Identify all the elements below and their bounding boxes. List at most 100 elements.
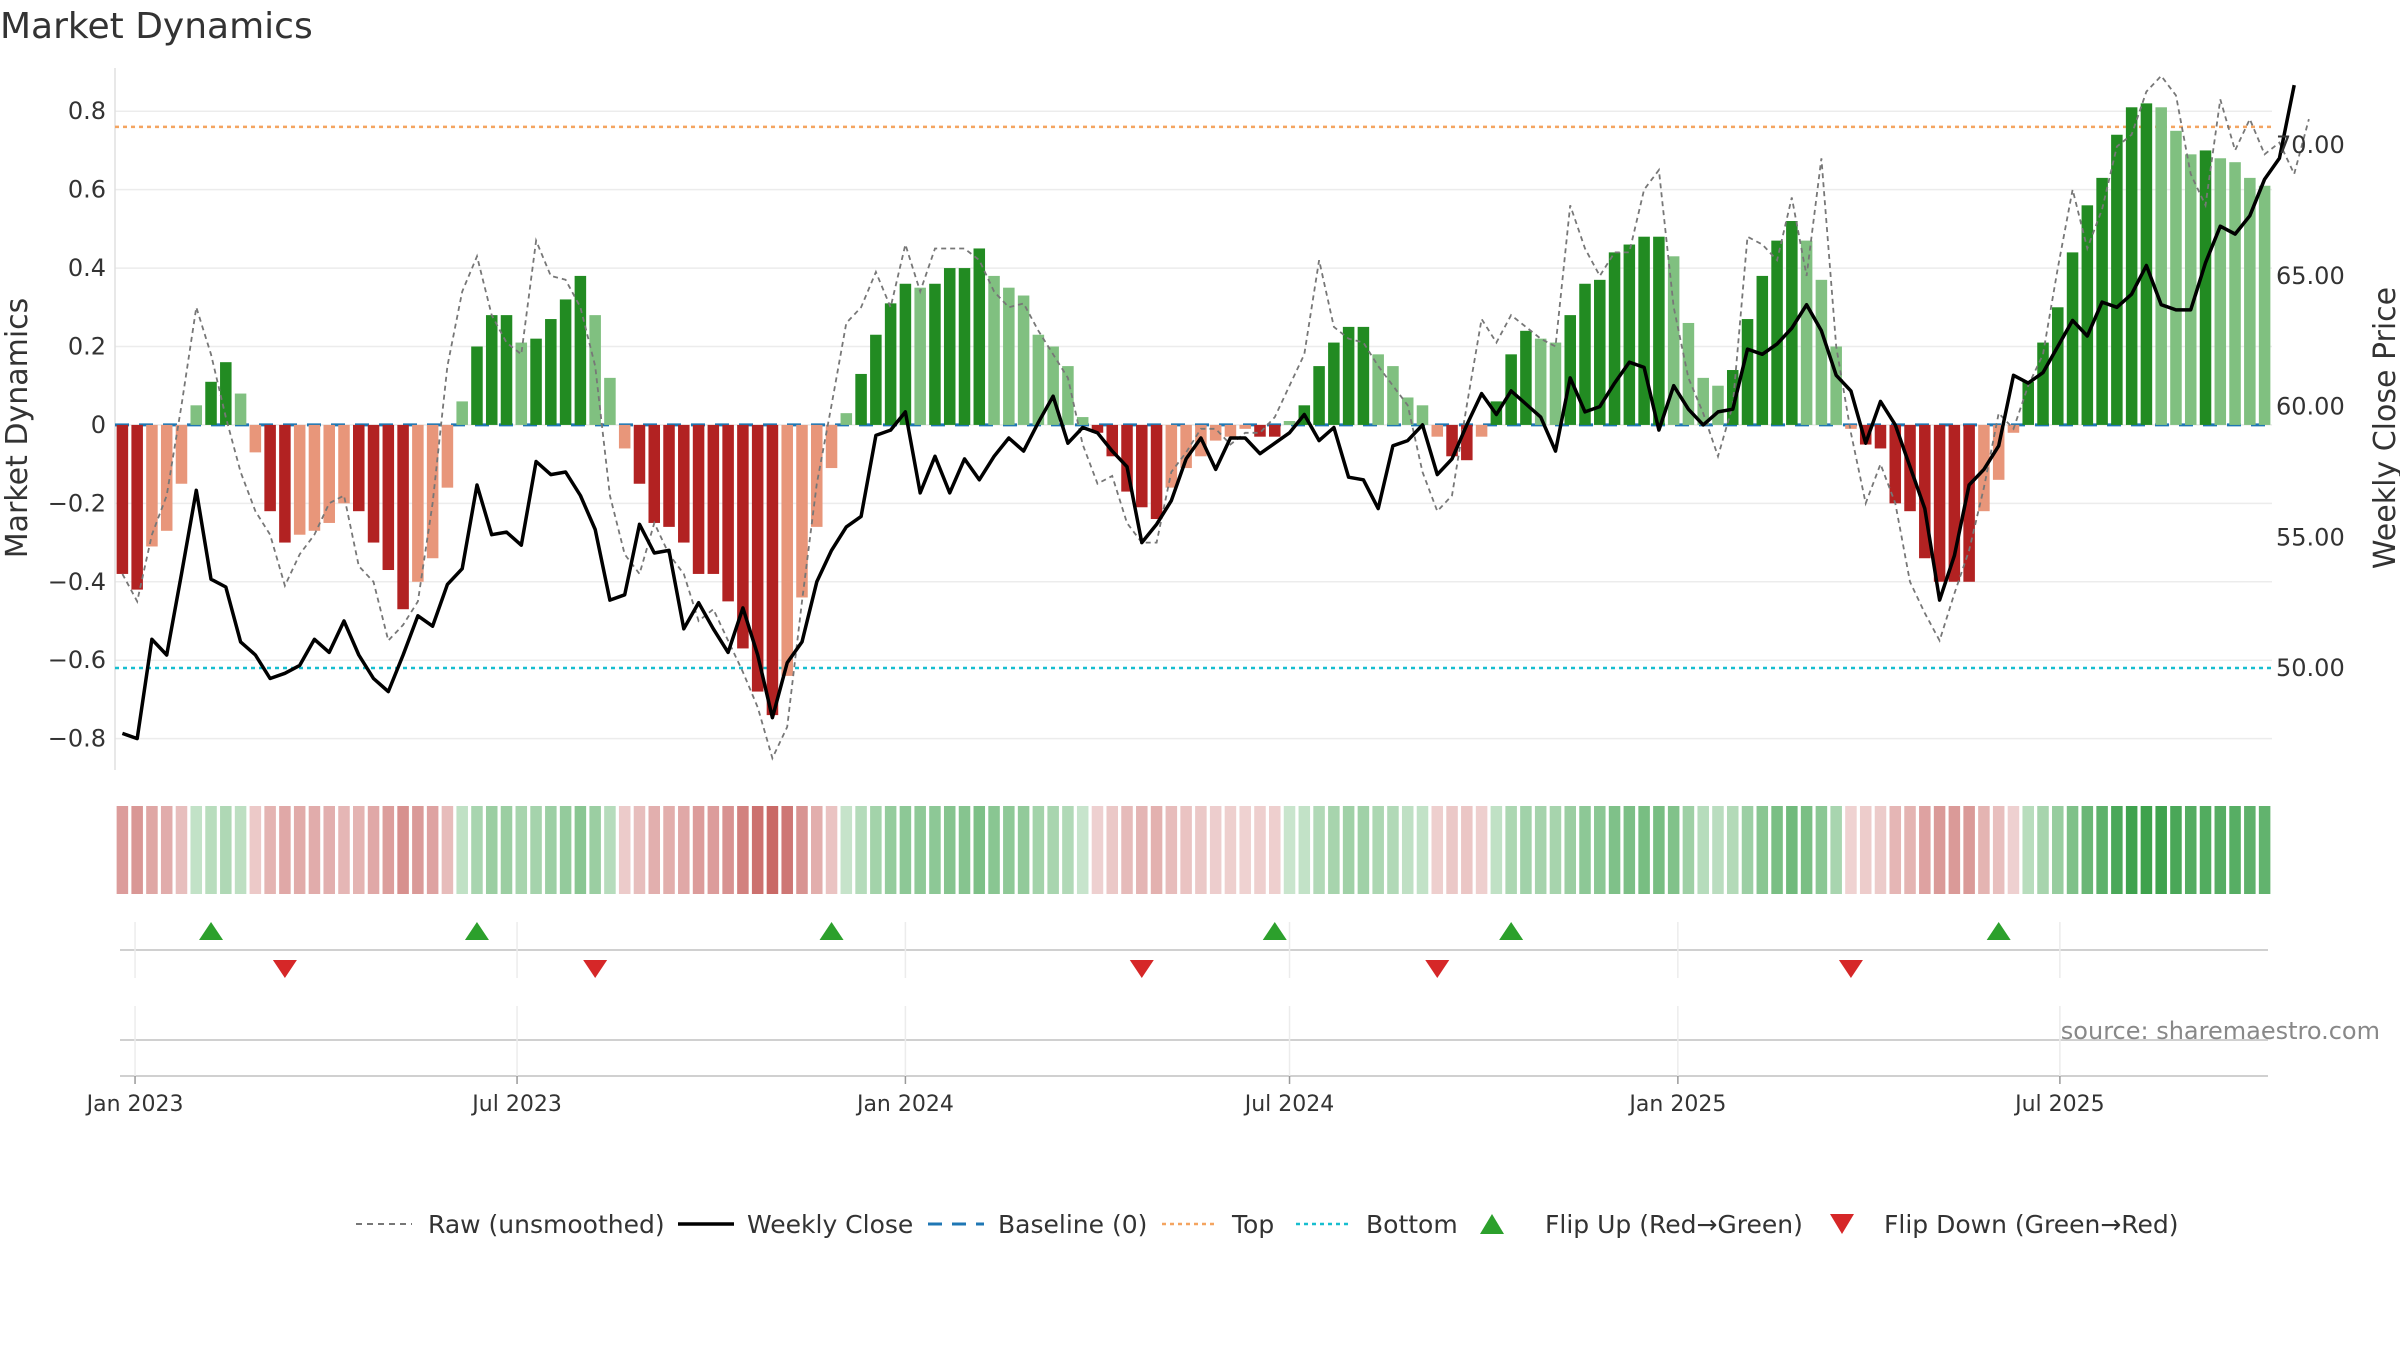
bar [1136, 424, 1148, 508]
flip-down-icon [1830, 1214, 1854, 1234]
y-tick-label: 0.2 [68, 332, 106, 360]
bar [1165, 424, 1178, 488]
heat-cell [545, 806, 557, 894]
heat-cell [116, 806, 129, 894]
heat-cell [1726, 806, 1739, 894]
heat-cell [633, 806, 646, 894]
heat-cell [589, 806, 601, 894]
reference-lines [115, 125, 2272, 670]
bar [1638, 236, 1650, 425]
bar [1313, 366, 1325, 425]
bar [914, 287, 926, 425]
heat-cell [855, 806, 867, 894]
heat-cell [618, 806, 631, 894]
bar [175, 424, 188, 484]
x-axis-ticks: Jan 2023 Jul 2023 Jan 2024 Jul 2024 Jan 2025… [85, 1092, 2105, 1117]
bar [2258, 185, 2271, 425]
bar [811, 424, 823, 527]
bar [456, 401, 468, 425]
bar [1830, 346, 1842, 425]
heat-cell [1682, 806, 1695, 894]
heat-cell [338, 806, 350, 894]
bar [1342, 326, 1355, 425]
bar [1608, 252, 1621, 425]
heat-cell [2244, 806, 2256, 894]
bar [205, 381, 217, 425]
bar [2199, 150, 2212, 425]
bar [618, 424, 631, 449]
heat-cell [2111, 806, 2123, 894]
flip-panel [120, 922, 2268, 978]
heat-cell [1490, 806, 1503, 894]
heat-cell [1165, 806, 1178, 894]
heat-cell [884, 806, 897, 894]
bar [1579, 283, 1591, 425]
heat-cell [131, 806, 143, 894]
bar [397, 424, 409, 610]
bar [1564, 315, 1576, 425]
y-tick-label: 0 [91, 411, 106, 439]
heat-cell [604, 806, 616, 894]
y2-tick-label: 50.00 [2276, 654, 2345, 682]
bar [1461, 424, 1473, 461]
bar [2111, 134, 2123, 425]
bar [1771, 240, 1783, 425]
heat-cell [1904, 806, 1916, 894]
x-tick-label: Jan 2024 [855, 1092, 954, 1117]
heat-cell [1195, 806, 1207, 894]
bar [1800, 240, 1813, 425]
bar [1933, 424, 1946, 582]
bar [515, 342, 528, 425]
bar [412, 424, 424, 582]
bar [1963, 424, 1975, 582]
heat-cell [1534, 806, 1547, 894]
heat-cell [1859, 806, 1872, 894]
heat-cell [175, 806, 188, 894]
y2-axis-ticks: 50.00 55.00 60.00 65.00 70.00 [2276, 131, 2345, 682]
flip-down-marker [1129, 960, 1154, 978]
heat-cell [840, 806, 853, 894]
heat-cell [1003, 806, 1015, 894]
heat-cell [1992, 806, 2005, 894]
legend-label-bottom: Bottom [1366, 1210, 1458, 1239]
legend-label-raw: Raw (unsmoothed) [428, 1210, 665, 1239]
heat-cell [1933, 806, 1946, 894]
bottom-grid [134, 1006, 2061, 1084]
bar [1106, 424, 1119, 457]
heat-cell [781, 806, 793, 894]
heat-cell [1948, 806, 1961, 894]
heat-cell [2022, 806, 2034, 894]
bar [131, 424, 143, 590]
heat-cell [1712, 806, 1724, 894]
heat-cell [1461, 806, 1473, 894]
bar [1062, 366, 1074, 425]
bar [1017, 295, 1030, 425]
y2-tick-label: 65.00 [2276, 262, 2345, 290]
heat-cell [2229, 806, 2241, 894]
bar [1741, 319, 1754, 425]
y-tick-label: 0.6 [68, 176, 106, 204]
legend-label-close: Weekly Close [747, 1210, 913, 1239]
heat-cell [1520, 806, 1532, 894]
heat-cell [190, 806, 203, 894]
heat-cell [929, 806, 941, 894]
flip-markers [199, 922, 2011, 978]
bar [367, 424, 380, 543]
bar [559, 299, 572, 425]
legend-label-flip-down: Flip Down (Green→Red) [1884, 1210, 2179, 1239]
x-tick-label: Jan 2025 [1627, 1092, 1726, 1117]
bar [692, 424, 705, 574]
heat-cell [1180, 806, 1192, 894]
bar [1180, 424, 1192, 469]
heat-cell [1047, 806, 1059, 894]
bar [958, 268, 971, 425]
bar [279, 424, 291, 543]
heat-cell [382, 806, 395, 894]
heat-cell [1830, 806, 1842, 894]
heat-cell [2155, 806, 2167, 894]
heat-cell [1387, 806, 1399, 894]
bar [663, 424, 675, 527]
heat-cell [2066, 806, 2079, 894]
bar [2184, 154, 2197, 425]
heat-cell [441, 806, 454, 894]
